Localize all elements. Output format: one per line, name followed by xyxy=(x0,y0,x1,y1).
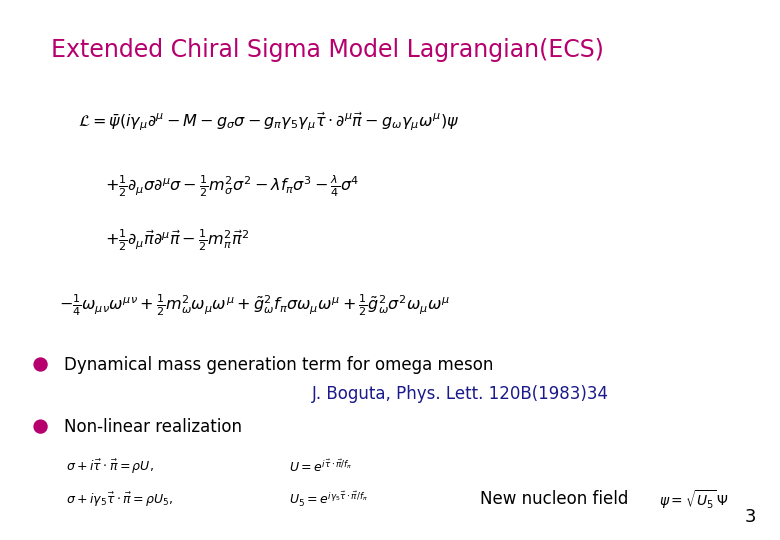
Text: 3: 3 xyxy=(745,509,757,526)
Circle shape xyxy=(34,420,47,433)
Text: $+ \frac{1}{2}\partial_\mu\vec{\pi}\partial^\mu\vec{\pi} - \frac{1}{2}m_\pi^2\ve: $+ \frac{1}{2}\partial_\mu\vec{\pi}\part… xyxy=(105,227,250,253)
Text: $\psi = \sqrt{U_5}\,\Psi$: $\psi = \sqrt{U_5}\,\Psi$ xyxy=(659,488,729,511)
Text: New nucleon field: New nucleon field xyxy=(480,490,628,509)
Text: $U = e^{i\vec{\tau}\cdot\vec{\pi}/f_\pi}$: $U = e^{i\vec{\tau}\cdot\vec{\pi}/f_\pi}… xyxy=(289,458,353,476)
Text: J. Boguta, Phys. Lett. 120B(1983)34: J. Boguta, Phys. Lett. 120B(1983)34 xyxy=(312,385,609,403)
Text: $\mathcal{L} = \bar{\psi}(i\gamma_\mu\partial^\mu - M - g_\sigma\sigma - g_\pi\g: $\mathcal{L} = \bar{\psi}(i\gamma_\mu\pa… xyxy=(78,110,459,133)
Text: $U_5 = e^{i\gamma_5\vec{\tau}\cdot\vec{\pi}/f_\pi}$: $U_5 = e^{i\gamma_5\vec{\tau}\cdot\vec{\… xyxy=(289,490,367,509)
Text: Non-linear realization: Non-linear realization xyxy=(64,417,242,436)
Text: $- \frac{1}{4}\omega_{\mu\nu}\omega^{\mu\nu} + \frac{1}{2}m_\omega^2\omega_\mu\o: $- \frac{1}{4}\omega_{\mu\nu}\omega^{\mu… xyxy=(58,292,449,318)
Text: $\sigma + i\vec{\tau}\cdot\vec{\pi} = \rho U,$: $\sigma + i\vec{\tau}\cdot\vec{\pi} = \r… xyxy=(66,458,154,476)
Text: Dynamical mass generation term for omega meson: Dynamical mass generation term for omega… xyxy=(64,355,493,374)
Text: Extended Chiral Sigma Model Lagrangian(ECS): Extended Chiral Sigma Model Lagrangian(E… xyxy=(51,38,604,62)
Circle shape xyxy=(34,358,47,371)
Text: $\sigma + i\gamma_5\vec{\tau}\cdot\vec{\pi} = \rho U_5,$: $\sigma + i\gamma_5\vec{\tau}\cdot\vec{\… xyxy=(66,490,173,509)
Text: $+ \frac{1}{2}\partial_\mu\sigma\partial^\mu\sigma - \frac{1}{2}m_\sigma^2\sigma: $+ \frac{1}{2}\partial_\mu\sigma\partial… xyxy=(105,173,360,199)
